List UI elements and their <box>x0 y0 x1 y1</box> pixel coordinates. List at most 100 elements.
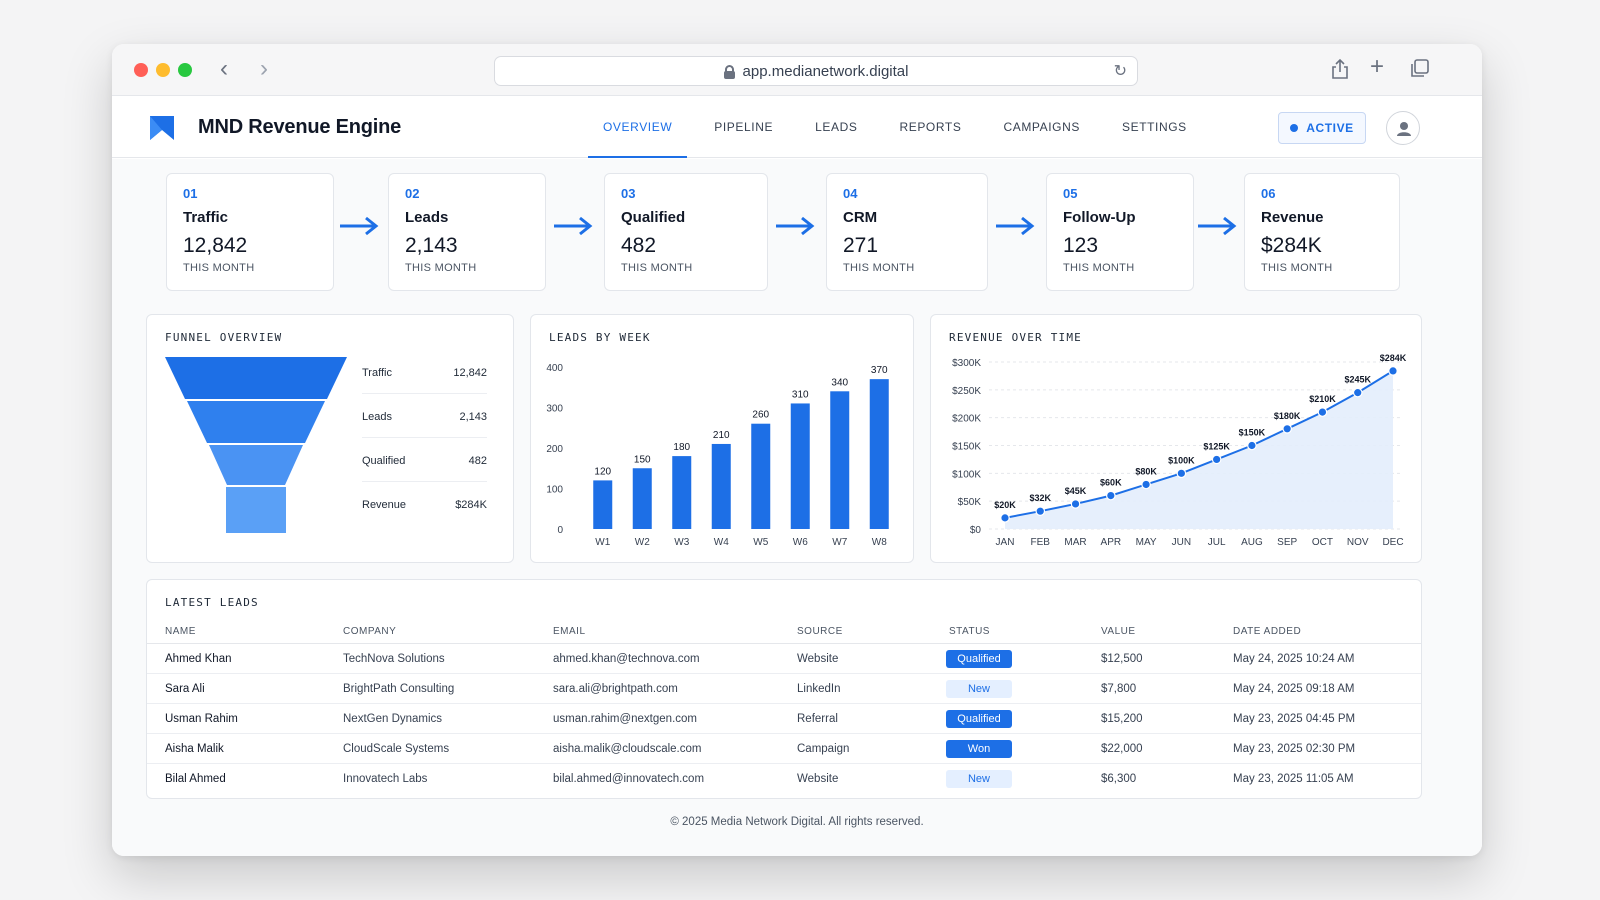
cell-name: Bilal Ahmed <box>165 773 226 785</box>
status-badge: Qualified <box>946 710 1012 728</box>
x-tick-label: OCT <box>1312 537 1333 548</box>
cell-company: Innovatech Labs <box>343 773 428 785</box>
step-card-revenue[interactable]: 06 Revenue $284K THIS MONTH <box>1244 173 1400 291</box>
step-card-leads[interactable]: 02 Leads 2,143 THIS MONTH <box>388 173 546 291</box>
cell-value: $6,300 <box>1101 773 1137 785</box>
nav-settings[interactable]: SETTINGS <box>1121 120 1187 134</box>
cell-source: Website <box>797 773 839 785</box>
arrow-right-icon <box>1198 216 1237 236</box>
column-header-value[interactable]: VALUE <box>1101 626 1136 637</box>
x-tick-label: JUL <box>1208 537 1226 548</box>
nav-leads[interactable]: LEADS <box>815 120 858 134</box>
dashboard-content: 01 Traffic 12,842 THIS MONTH 02 Leads 2,… <box>112 159 1482 856</box>
maximize-window-button[interactable] <box>178 63 192 77</box>
data-point <box>1141 479 1151 490</box>
arrow-right-icon <box>996 216 1035 236</box>
active-status-button[interactable]: ACTIVE <box>1278 112 1366 144</box>
step-value: 123 <box>1063 234 1099 257</box>
card-title: LEADS BY WEEK <box>549 331 651 344</box>
funnel-row-label: Qualified <box>362 455 406 467</box>
step-card-traffic[interactable]: 01 Traffic 12,842 THIS MONTH <box>166 173 334 291</box>
column-header-name[interactable]: NAME <box>165 626 196 637</box>
table-header: NAME COMPANY EMAIL SOURCE STATUS VALUE D… <box>147 622 1421 644</box>
bar <box>632 468 652 529</box>
x-tick-label: W3 <box>674 537 689 548</box>
share-icon[interactable] <box>1330 58 1348 79</box>
step-value: 482 <box>621 234 657 257</box>
step-card-follow-up[interactable]: 05 Follow-Up 123 THIS MONTH <box>1046 173 1194 291</box>
data-point <box>1317 407 1328 417</box>
step-subtitle: THIS MONTH <box>405 262 477 274</box>
close-window-button[interactable] <box>134 63 148 77</box>
nav-overview[interactable]: OVERVIEW <box>582 96 693 158</box>
step-value: $284K <box>1261 234 1322 257</box>
step-number: 06 <box>1261 186 1276 201</box>
step-number: 04 <box>843 186 858 201</box>
cell-source: LinkedIn <box>797 683 841 695</box>
x-tick-label: W8 <box>872 537 887 548</box>
user-avatar[interactable] <box>1386 111 1420 145</box>
plus-icon[interactable]: + <box>1370 53 1385 80</box>
browser-window: ‹ › app.medianetwork.digital ↻ + MND Rev… <box>112 44 1482 856</box>
cell-value: $7,800 <box>1101 683 1137 695</box>
minimize-window-button[interactable] <box>156 63 170 77</box>
status-badge: New <box>946 770 1012 788</box>
table-row[interactable]: Aisha Malik CloudScale Systems aisha.mal… <box>147 734 1421 764</box>
data-point <box>1211 454 1222 465</box>
column-header-date-added[interactable]: DATE ADDED <box>1233 626 1302 637</box>
logo-icon[interactable] <box>148 114 176 142</box>
step-card-qualified[interactable]: 03 Qualified 482 THIS MONTH <box>604 173 768 291</box>
data-point <box>1000 513 1010 523</box>
table-row[interactable]: Ahmed Khan TechNova Solutions ahmed.khan… <box>147 644 1421 674</box>
address-bar[interactable]: app.medianetwork.digital ↻ <box>494 56 1138 86</box>
lock-icon <box>723 64 735 79</box>
cell-email[interactable]: ahmed.khan@technova.com <box>553 653 700 665</box>
y-tick-label: 400 <box>546 363 563 374</box>
nav-campaigns[interactable]: CAMPAIGNS <box>1003 120 1080 134</box>
y-tick-label: $50K <box>958 497 982 508</box>
cell-name: Ahmed Khan <box>165 653 232 665</box>
funnel-row: Qualified 482 <box>362 455 487 482</box>
step-value: 271 <box>843 234 879 257</box>
tabs-icon[interactable] <box>1410 58 1430 83</box>
funnel-segment-traffic <box>165 357 347 399</box>
cell-date: May 24, 2025 09:18 AM <box>1233 683 1355 695</box>
table-row[interactable]: Usman Rahim NextGen Dynamics usman.rahim… <box>147 704 1421 734</box>
column-header-email[interactable]: EMAIL <box>553 626 586 637</box>
step-subtitle: THIS MONTH <box>843 262 915 274</box>
x-tick-label: SEP <box>1277 537 1297 548</box>
arrow-right-icon <box>340 216 379 236</box>
revenue-line <box>1004 370 1394 519</box>
point-data-label: $100K <box>1168 455 1195 465</box>
step-number: 02 <box>405 186 420 201</box>
x-tick-label: W1 <box>595 537 610 548</box>
funnel-segment-qualified <box>209 445 303 485</box>
cell-name: Sara Ali <box>165 683 205 695</box>
status-badge: New <box>946 680 1012 698</box>
table-row[interactable]: Sara Ali BrightPath Consulting sara.ali@… <box>147 674 1421 704</box>
cell-email[interactable]: usman.rahim@nextgen.com <box>553 713 697 725</box>
y-tick-label: 100 <box>546 485 563 496</box>
column-header-source[interactable]: SOURCE <box>797 626 843 637</box>
nav-pipeline[interactable]: PIPELINE <box>714 120 774 134</box>
forward-arrow-icon[interactable]: › <box>260 55 268 82</box>
column-header-status[interactable]: STATUS <box>949 626 990 637</box>
back-arrow-icon[interactable]: ‹ <box>220 55 228 82</box>
leads-bar-chart: 0 100 200 300 400 120 W1 150 W2 180 W3 210 W4 260 W5 31… <box>546 363 889 548</box>
y-tick-label: $100K <box>952 469 981 480</box>
step-card-crm[interactable]: 04 CRM 271 THIS MONTH <box>826 173 988 291</box>
step-number: 05 <box>1063 186 1078 201</box>
cell-email[interactable]: aisha.malik@cloudscale.com <box>553 743 702 755</box>
cell-email[interactable]: sara.ali@brightpath.com <box>553 683 678 695</box>
cell-email[interactable]: bilal.ahmed@innovatech.com <box>553 773 705 785</box>
data-point <box>1176 468 1187 479</box>
funnel-graphic <box>165 357 347 533</box>
app-title: MND Revenue Engine <box>198 116 402 138</box>
step-subtitle: THIS MONTH <box>183 262 255 274</box>
reload-icon[interactable]: ↻ <box>1113 63 1127 80</box>
table-row[interactable]: Bilal Ahmed Innovatech Labs bilal.ahmed@… <box>147 764 1421 794</box>
column-header-company[interactable]: COMPANY <box>343 626 397 637</box>
step-number: 01 <box>183 186 198 201</box>
nav-reports[interactable]: REPORTS <box>899 120 962 134</box>
bar <box>830 391 850 529</box>
